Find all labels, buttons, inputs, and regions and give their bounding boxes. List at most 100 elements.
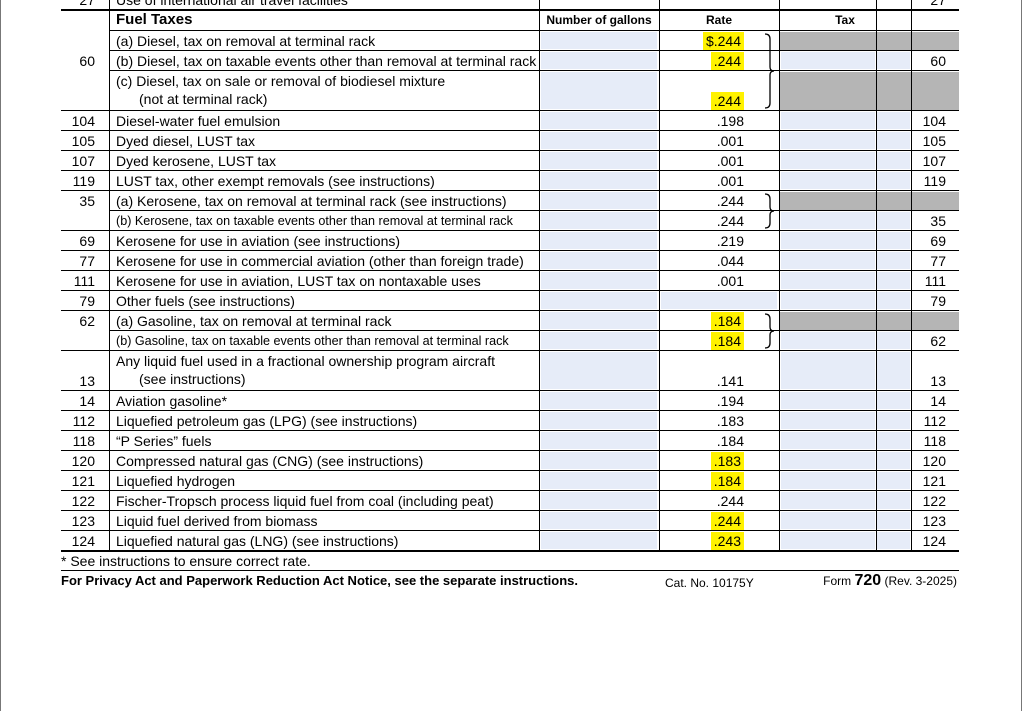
row-rule (61, 110, 959, 111)
tax-input (877, 532, 910, 549)
line-number-right: 14 (930, 393, 946, 409)
line-number-right: 120 (922, 453, 946, 469)
line-number: 123 (71, 513, 95, 529)
row-text: (b) Gasoline, tax on taxable events othe… (116, 334, 509, 348)
row-text: (not at terminal rack) (139, 91, 268, 107)
row-rule (61, 150, 959, 151)
shaded-cell (780, 32, 911, 50)
row-rule (61, 230, 959, 231)
gallons-input (541, 332, 657, 349)
row-text: LUST tax, other exempt removals (see ins… (116, 173, 435, 189)
row-rule (61, 510, 959, 511)
line-number: 104 (71, 113, 95, 129)
gallons-input (541, 112, 657, 129)
brace-path (764, 313, 775, 349)
tax-input (877, 472, 910, 489)
rate-input (661, 292, 777, 309)
rate: .184 (710, 312, 744, 330)
rate: .184 (710, 332, 744, 350)
brace-path (764, 193, 775, 229)
row-text: Dyed kerosene, LUST tax (116, 153, 277, 169)
shaded-cell (912, 312, 959, 330)
line-number-right: 35 (930, 213, 946, 229)
row-text: Liquefied natural gas (LNG) (see instruc… (116, 533, 399, 549)
gallons-input (541, 52, 657, 69)
tax-input (781, 332, 875, 349)
row-text: Aviation gasoline* (116, 393, 228, 409)
rate: .001 (716, 273, 744, 289)
gallons-input (541, 352, 657, 389)
tax-input (781, 112, 875, 129)
top-rule (61, 9, 959, 11)
gallons-input (541, 152, 657, 169)
row-rule (61, 250, 959, 251)
tax-input (781, 172, 875, 189)
line-number: 13 (79, 373, 95, 389)
row-text: Diesel-water fuel emulsion (116, 113, 281, 129)
tax-input (877, 412, 910, 429)
line-number-right: 119 (923, 173, 946, 189)
rate: .194 (716, 393, 744, 409)
shaded-cell (780, 192, 911, 210)
line-number: 111 (73, 273, 95, 289)
tax-input (781, 472, 875, 489)
line-number: 60 (79, 53, 95, 69)
line-number-right: 69 (930, 233, 946, 249)
gallons-input (541, 32, 657, 49)
tax-input (781, 532, 875, 549)
tax-input (781, 352, 875, 389)
row-text: (b) Diesel, tax on taxable events other … (116, 53, 537, 69)
tax-input (781, 152, 875, 169)
row-rule (61, 450, 959, 451)
line-number: 69 (79, 233, 95, 249)
form-word: Form (823, 574, 852, 588)
row-text: Liquefied petroleum gas (LPG) (see instr… (116, 413, 418, 429)
line-number: 62 (79, 313, 95, 329)
row-text: (a) Gasoline, tax on removal at terminal… (116, 313, 392, 329)
rate: .184 (716, 433, 744, 449)
shaded-cell (912, 32, 959, 50)
gallons-input (541, 232, 657, 249)
shaded-cell (780, 72, 911, 110)
row-rule (61, 190, 959, 191)
line-number: 79 (79, 293, 95, 309)
row-rule (109, 70, 959, 71)
rate: .244 (716, 193, 744, 209)
line-number-right: 122 (922, 493, 946, 509)
gallons-input (541, 72, 657, 109)
tax-input (781, 52, 875, 69)
rate: .244 (710, 52, 744, 70)
line-number: 120 (71, 453, 95, 469)
header-rule (109, 30, 959, 31)
row-rule (61, 410, 959, 411)
tax-input (877, 112, 910, 129)
row-text: Fischer-Tropsch process liquid fuel from… (116, 493, 494, 509)
row-rule (61, 270, 959, 271)
line-number-right: 77 (930, 253, 946, 269)
tax-input (877, 292, 910, 309)
shaded-cell (912, 192, 959, 210)
rate: .244 (716, 493, 744, 509)
tax-input (877, 332, 910, 349)
line-number: 14 (79, 393, 95, 409)
row-text: Kerosene for use in aviation, LUST tax o… (116, 273, 481, 289)
gallons-input (541, 492, 657, 509)
row-rule (61, 290, 959, 291)
tax-input (877, 352, 910, 389)
rate: .244 (710, 512, 744, 530)
gallons-input (541, 432, 657, 449)
row-rule (61, 390, 959, 391)
rate: .001 (716, 133, 744, 149)
row-rule (109, 330, 959, 331)
rate: .001 (716, 153, 744, 169)
col-header: Rate (705, 13, 732, 27)
gallons-input (541, 172, 657, 189)
privacy-notice: For Privacy Act and Paperwork Reduction … (61, 573, 579, 588)
rate: .198 (716, 113, 744, 129)
tax-input (877, 492, 910, 509)
line-number: 107 (71, 153, 95, 169)
gallons-input (541, 412, 657, 429)
tax-input (781, 492, 875, 509)
row-text: (a) Diesel, tax on removal at terminal r… (116, 33, 376, 49)
rate: .184 (710, 472, 744, 490)
